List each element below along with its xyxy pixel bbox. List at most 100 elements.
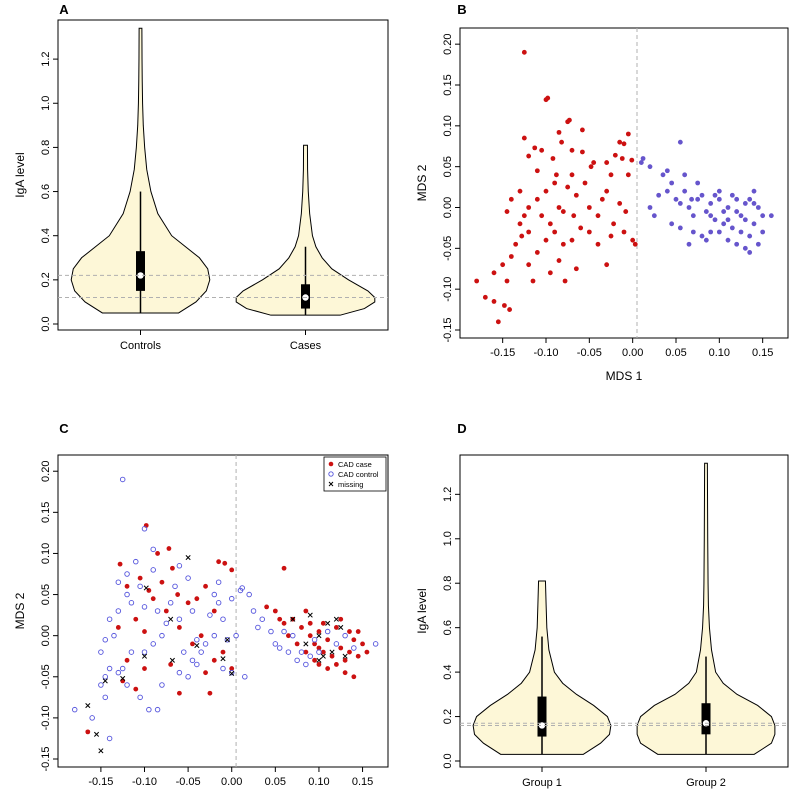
y-tick-label: -0.15 <box>40 746 52 771</box>
data-point <box>85 729 91 735</box>
y-tick-label: 0.05 <box>442 156 454 177</box>
data-point <box>102 694 108 701</box>
data-point <box>632 241 638 247</box>
cross-stroke <box>102 678 108 684</box>
data-point <box>491 270 497 276</box>
data-point <box>742 201 748 206</box>
data-point <box>154 608 161 614</box>
data-point <box>686 241 692 247</box>
y-tick-label: 0.6 <box>442 620 454 635</box>
violin-body <box>70 27 211 314</box>
data-point <box>669 180 675 186</box>
data-point <box>595 241 601 247</box>
y-axis-title: IgA level <box>415 588 429 633</box>
data-point <box>342 653 348 659</box>
y-tick-label: 0.2 <box>442 709 454 724</box>
data-point <box>621 229 627 235</box>
data-point <box>277 616 283 622</box>
data-point <box>526 229 532 235</box>
data-point <box>303 641 309 647</box>
data-point <box>194 642 200 649</box>
data-point <box>320 620 326 626</box>
data-point <box>351 645 357 651</box>
data-point <box>211 657 217 663</box>
data-point <box>224 637 231 643</box>
y-tick-label: 1.0 <box>40 96 52 111</box>
data-point <box>142 629 147 634</box>
cross-stroke <box>229 670 235 677</box>
data-point <box>175 592 181 597</box>
data-point <box>220 656 226 662</box>
data-point <box>721 209 727 214</box>
data-point <box>281 628 287 635</box>
data-point <box>351 637 357 643</box>
data-point <box>303 649 309 655</box>
violin-body <box>235 144 376 316</box>
data-point <box>534 168 540 174</box>
data-point <box>742 217 748 223</box>
data-point <box>150 641 156 647</box>
data-point <box>299 625 304 630</box>
data-point <box>347 629 352 634</box>
data-point <box>211 591 218 598</box>
data-point <box>190 641 195 647</box>
data-point <box>690 229 696 235</box>
x-tick-label: 0.00 <box>221 776 242 788</box>
cross-stroke <box>185 555 191 561</box>
data-point <box>320 653 326 659</box>
data-point <box>142 666 147 671</box>
data-point <box>372 641 379 647</box>
data-point <box>233 632 239 639</box>
y-tick-label: -0.15 <box>442 317 454 342</box>
data-point <box>738 213 744 219</box>
data-point <box>517 221 523 227</box>
data-point <box>751 201 757 206</box>
data-point <box>307 612 313 618</box>
data-point <box>320 649 326 655</box>
x-tick-label: 0.15 <box>752 347 773 359</box>
plot-frame <box>57 19 389 331</box>
data-point <box>690 213 696 219</box>
cross-stroke <box>143 585 149 591</box>
data-point <box>106 665 113 672</box>
data-point <box>294 641 300 647</box>
data-point <box>316 645 322 651</box>
data-point <box>325 666 331 671</box>
panel-d-label: D <box>457 421 466 436</box>
data-point <box>543 188 549 194</box>
data-point <box>586 229 592 235</box>
cross-stroke <box>328 481 334 487</box>
data-point <box>660 172 666 178</box>
y-axis-title: MDS 2 <box>415 164 429 201</box>
data-point <box>246 591 252 598</box>
data-point <box>742 245 748 251</box>
data-point <box>508 254 514 259</box>
data-point <box>115 669 122 676</box>
cross-stroke <box>93 731 100 737</box>
data-point <box>338 616 344 622</box>
cross-stroke <box>316 633 322 639</box>
data-point <box>729 192 735 198</box>
data-point <box>582 180 588 186</box>
data-point <box>695 196 701 202</box>
data-point <box>185 575 191 581</box>
data-point <box>556 129 562 135</box>
data-point <box>93 731 100 737</box>
data-point <box>716 229 722 235</box>
data-point <box>98 649 104 655</box>
data-point <box>128 649 135 655</box>
data-point <box>734 196 740 202</box>
data-point <box>532 145 538 151</box>
data-point <box>554 172 559 178</box>
data-point <box>604 262 610 268</box>
y-tick-label: 0.20 <box>442 33 454 54</box>
data-point <box>316 662 322 667</box>
data-point <box>573 266 579 272</box>
data-point <box>721 221 727 227</box>
data-point <box>141 653 148 659</box>
data-point <box>220 649 226 655</box>
data-point <box>751 188 757 194</box>
data-point <box>124 591 130 598</box>
data-point <box>725 217 731 223</box>
